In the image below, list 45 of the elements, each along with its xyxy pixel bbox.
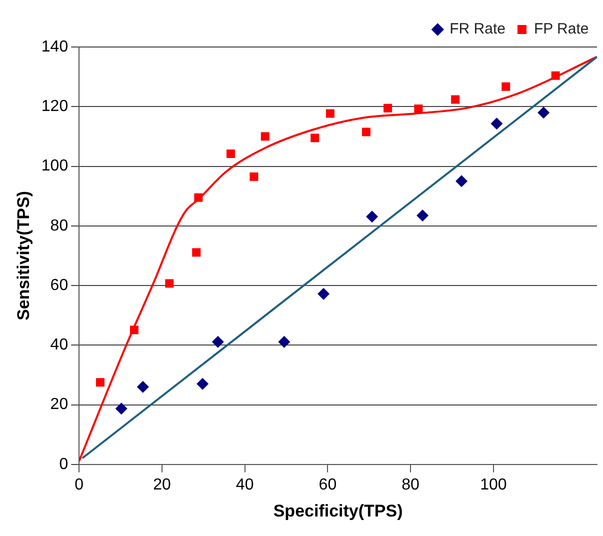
point xyxy=(96,378,104,387)
y-tick-label: 40 xyxy=(50,336,68,354)
point xyxy=(165,279,174,288)
y-tick-label: 0 xyxy=(59,456,68,473)
legend-label: FR Rate xyxy=(450,20,506,38)
point xyxy=(490,118,503,130)
x-tick-label: 80 xyxy=(402,476,420,494)
point xyxy=(318,288,330,300)
point xyxy=(136,380,149,393)
x-tick-label: 40 xyxy=(236,476,254,494)
point xyxy=(250,172,258,181)
point xyxy=(226,149,235,158)
point xyxy=(196,378,209,390)
point xyxy=(502,82,510,91)
point xyxy=(326,109,334,118)
y-axis-title: Sensitivity(TPS) xyxy=(14,190,33,320)
point xyxy=(414,104,423,113)
point xyxy=(130,326,138,334)
point xyxy=(451,95,460,104)
point xyxy=(260,132,270,141)
point xyxy=(366,210,378,223)
point xyxy=(212,336,224,348)
point xyxy=(194,193,203,202)
point xyxy=(192,248,201,257)
point xyxy=(362,128,370,136)
point xyxy=(538,106,550,119)
point xyxy=(310,134,320,142)
y-tick-label: 120 xyxy=(41,98,68,116)
y-tick-label: 140 xyxy=(41,38,68,56)
point xyxy=(278,336,290,348)
x-tick-label: 20 xyxy=(153,476,171,494)
point xyxy=(416,209,429,222)
point xyxy=(115,402,128,415)
y-tick-label: 80 xyxy=(50,217,68,234)
y-tick-label: 20 xyxy=(50,396,68,414)
x-tick-label: 100 xyxy=(480,476,507,494)
x-tick-label: 0 xyxy=(74,476,84,494)
y-tick-label: 100 xyxy=(41,158,68,175)
point xyxy=(384,104,392,112)
y-tick-label: 60 xyxy=(50,276,68,294)
legend-label: FP Rate xyxy=(534,20,589,38)
x-tick-label: 60 xyxy=(318,476,337,494)
point xyxy=(551,71,560,80)
point xyxy=(456,175,468,188)
x-axis-title: Specificity(TPS) xyxy=(273,501,403,520)
